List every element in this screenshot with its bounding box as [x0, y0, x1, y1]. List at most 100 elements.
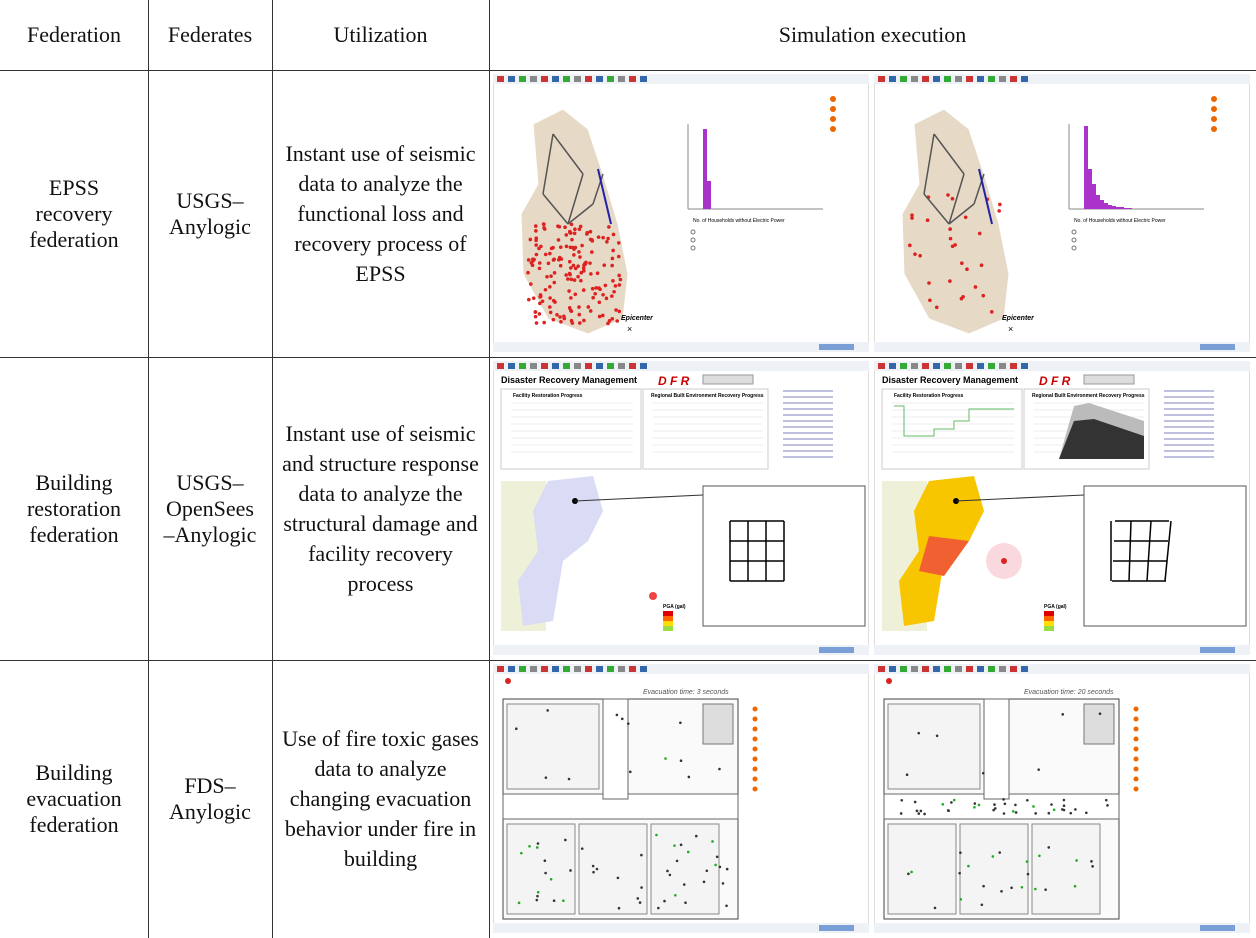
federates-line: OpenSees — [166, 495, 254, 521]
icon — [752, 746, 758, 752]
person — [1085, 811, 1088, 815]
person — [1026, 872, 1030, 876]
dot — [588, 309, 593, 313]
progress — [1200, 925, 1235, 931]
toolbar-icon — [944, 363, 951, 369]
person — [905, 773, 909, 777]
toolbar-icon — [497, 76, 504, 82]
toolbar-icon — [1021, 666, 1028, 672]
person — [1037, 768, 1041, 771]
toolbar-icon — [629, 666, 636, 672]
toolbar-icon — [585, 76, 592, 82]
app-title: Disaster Recovery Management — [501, 375, 637, 385]
toolbar-icon — [530, 76, 537, 82]
dot — [910, 213, 914, 218]
toolbar-icon — [618, 363, 625, 369]
dot — [537, 261, 542, 265]
dot — [537, 312, 542, 316]
frame — [1128, 520, 1132, 582]
person — [580, 847, 584, 850]
dot — [539, 244, 543, 249]
toolbar-icon — [497, 666, 504, 672]
person — [958, 871, 961, 875]
person — [1032, 805, 1035, 808]
progress — [1200, 344, 1235, 350]
person — [640, 886, 643, 889]
toolbar-icon — [508, 666, 515, 672]
person — [543, 859, 547, 863]
dot — [569, 277, 574, 282]
dot — [946, 193, 950, 197]
bar — [1096, 195, 1100, 209]
progress-line — [894, 405, 1014, 437]
radio — [690, 237, 696, 243]
bar — [1092, 184, 1096, 209]
person — [1098, 712, 1102, 716]
dot — [529, 261, 534, 265]
federation-line: federation — [29, 521, 119, 547]
federation-line: Building — [35, 469, 113, 495]
room — [650, 823, 720, 915]
toolbar-icon — [629, 76, 636, 82]
legend-swatch — [1044, 616, 1054, 621]
toolbar-icon — [878, 666, 885, 672]
toolbar-icon — [541, 363, 548, 369]
dot — [557, 255, 562, 260]
person — [536, 842, 540, 845]
person — [673, 844, 676, 847]
toolbar-icon — [530, 363, 537, 369]
header-text: Federates — [167, 22, 253, 47]
person — [1069, 811, 1073, 815]
dot — [910, 216, 914, 220]
icon — [1211, 116, 1217, 122]
link — [955, 494, 1085, 502]
room — [578, 823, 648, 915]
dot — [965, 267, 969, 272]
hall — [602, 698, 629, 800]
dot — [963, 215, 968, 220]
person — [950, 801, 953, 804]
person — [1104, 798, 1108, 802]
header-cell: Simulation execution — [489, 0, 1256, 70]
dot — [615, 319, 620, 323]
dot — [925, 218, 930, 223]
frame-box — [1083, 485, 1247, 627]
dot — [602, 263, 607, 268]
person — [899, 812, 903, 815]
timer: Evacuation time: 20 seconds — [1024, 689, 1114, 696]
toolbar — [874, 664, 1250, 674]
person — [917, 812, 921, 815]
header-cell: Federates — [148, 0, 272, 70]
dot — [572, 231, 577, 236]
legend-text: No. of Households without Electric Power — [693, 218, 785, 224]
room — [959, 823, 1029, 915]
button — [1083, 374, 1135, 385]
person — [615, 713, 619, 717]
icon — [1133, 776, 1139, 782]
person — [959, 851, 962, 855]
toolbar-icon — [977, 76, 984, 82]
federation-line: federation — [29, 812, 119, 837]
legend-swatch — [663, 621, 673, 626]
dot — [573, 292, 578, 297]
toolbar-icon — [596, 363, 603, 369]
status-bar — [493, 342, 869, 352]
dot — [597, 300, 602, 305]
dot — [552, 257, 557, 262]
person — [1050, 803, 1053, 806]
toolbar-icon — [640, 363, 647, 369]
toolbar-icon — [1010, 666, 1017, 672]
dot — [527, 297, 531, 302]
icon — [830, 106, 836, 112]
cell: Building restoration federation — [0, 357, 148, 660]
header-cell: Federation — [0, 0, 148, 70]
person — [528, 844, 531, 848]
person — [1002, 812, 1006, 815]
dot — [612, 289, 616, 294]
dot — [607, 225, 611, 229]
dot — [567, 289, 571, 293]
person — [1061, 713, 1065, 716]
person — [1047, 846, 1051, 849]
map-region — [919, 536, 969, 576]
